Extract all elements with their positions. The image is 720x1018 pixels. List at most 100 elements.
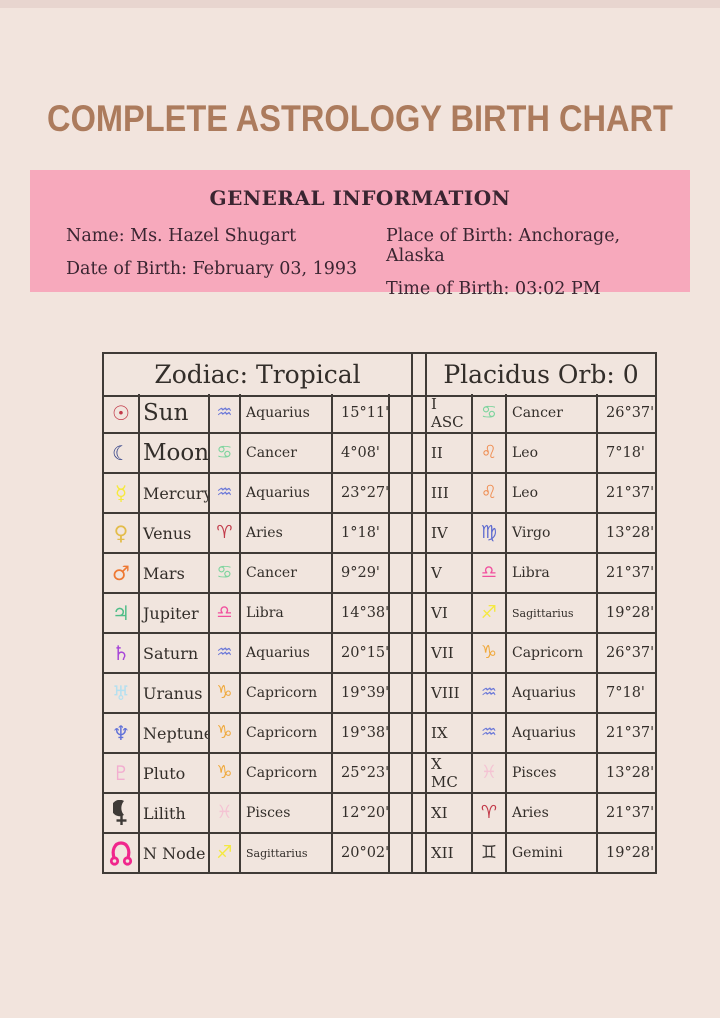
house-name: VII: [427, 634, 473, 674]
planet-sign-name: Cancer: [241, 434, 333, 474]
zodiac-trailing-cell: [390, 394, 413, 434]
planet-sign-icon-cell: ♑: [210, 714, 241, 754]
general-info-heading: GENERAL INFORMATION: [209, 186, 511, 210]
planet-sign-name: Aquarius: [241, 634, 333, 674]
zodiac-trailing-cell: [390, 794, 413, 834]
planet-name: Lilith: [140, 794, 210, 834]
house-degrees: 21°37': [598, 474, 657, 514]
zodiac-table-header: Zodiac: Tropical: [104, 354, 413, 397]
planet-sign-icon-cell: ♑: [210, 754, 241, 794]
nnode-icon: [109, 840, 133, 866]
planet-degrees: 15°11': [333, 394, 390, 434]
lilith-icon: [112, 800, 130, 826]
page-title: COMPLETE ASTROLOGY BIRTH CHART: [47, 98, 673, 139]
planet-degrees: 20°15': [333, 634, 390, 674]
table-spacer-cell: [413, 394, 427, 434]
planet-icon-cell: ♃: [104, 594, 140, 634]
house-name: III: [427, 474, 473, 514]
aquarius-icon: ♒: [480, 682, 498, 703]
table-spacer-cell: [413, 474, 427, 514]
planet-icon-cell: ☿: [104, 474, 140, 514]
zodiac-trailing-cell: [390, 714, 413, 754]
planet-sign-name: Pisces: [241, 794, 333, 834]
planet-sign-name: Capricorn: [241, 714, 333, 754]
cancer-icon: ♋: [480, 402, 498, 423]
planet-sign-icon-cell: ♐: [210, 834, 241, 874]
planet-icon-cell: [104, 794, 140, 834]
aquarius-icon: ♒: [216, 402, 233, 423]
planet-sign-icon-cell: ♋: [210, 554, 241, 594]
house-name: XII: [427, 834, 473, 874]
house-degrees: 13°28': [598, 754, 657, 794]
house-sign-icon-cell: ♑: [473, 634, 507, 674]
planet-degrees: 19°38': [333, 714, 390, 754]
aquarius-icon: ♒: [216, 642, 233, 663]
chart-grid: Zodiac: Tropical Placidus Orb: 0 ☉ Sun ♒ Aq…: [102, 352, 657, 874]
house-sign-icon-cell: ♋: [473, 394, 507, 434]
libra-icon: ♎: [480, 562, 498, 583]
house-sign-icon-cell: ♈: [473, 794, 507, 834]
table-spacer-cell: [413, 634, 427, 674]
house-name: II: [427, 434, 473, 474]
sagittarius-icon: ♐: [216, 842, 233, 863]
house-sign-icon-cell: ♊: [473, 834, 507, 874]
cancer-icon: ♋: [216, 562, 233, 583]
planet-degrees: 20°02': [333, 834, 390, 874]
virgo-icon: ♍: [480, 522, 498, 543]
planet-sign-icon-cell: ♈: [210, 514, 241, 554]
house-degrees: 7°18': [598, 434, 657, 474]
house-degrees: 21°37': [598, 554, 657, 594]
pluto-icon: ♇: [112, 761, 130, 785]
venus-icon: ♀: [113, 521, 129, 545]
planet-icon-cell: ☉: [104, 394, 140, 434]
house-sign-name: Gemini: [507, 834, 598, 874]
planet-name: N Node: [140, 834, 210, 874]
house-name: V: [427, 554, 473, 594]
planet-degrees: 23°27': [333, 474, 390, 514]
table-spacer-cell: [413, 514, 427, 554]
house-sign-name: Capricorn: [507, 634, 598, 674]
house-sign-icon-cell: ♓: [473, 754, 507, 794]
house-sign-icon-cell: ♍: [473, 514, 507, 554]
planet-icon-cell: ♅: [104, 674, 140, 714]
planet-degrees: 9°29': [333, 554, 390, 594]
house-name: IX: [427, 714, 473, 754]
planet-sign-icon-cell: ♑: [210, 674, 241, 714]
cancer-icon: ♋: [216, 442, 233, 463]
table-spacer-cell: [413, 714, 427, 754]
planet-name: Moon: [140, 434, 210, 474]
house-sign-name: Leo: [507, 434, 598, 474]
neptune-icon: ♆: [112, 721, 130, 745]
capricorn-icon: ♑: [480, 642, 498, 663]
table-spacer-cell: [413, 554, 427, 594]
mars-icon: ♂: [112, 561, 130, 585]
planet-icon-cell: [104, 834, 140, 874]
moon-icon: ☾: [112, 441, 130, 465]
house-degrees: 7°18': [598, 674, 657, 714]
planet-name: Jupiter: [140, 594, 210, 634]
house-degrees: 21°37': [598, 714, 657, 754]
aries-icon: ♈: [216, 522, 233, 543]
house-degrees: 21°37': [598, 794, 657, 834]
planet-name: Pluto: [140, 754, 210, 794]
house-sign-icon-cell: ♐: [473, 594, 507, 634]
general-info-column-left: Name: Ms. Hazel Shugart Date of Birth: Fe…: [48, 226, 386, 299]
planet-sign-icon-cell: ♒: [210, 394, 241, 434]
mercury-icon: ☿: [114, 481, 128, 505]
info-field-place-of-birth: Place of Birth: Anchorage, Alaska: [386, 226, 621, 266]
planet-sign-name: Capricorn: [241, 754, 333, 794]
planet-sign-name: Aquarius: [241, 394, 333, 434]
planet-sign-icon-cell: ♋: [210, 434, 241, 474]
planet-sign-icon-cell: ♒: [210, 634, 241, 674]
house-sign-icon-cell: ♒: [473, 674, 507, 714]
planet-sign-icon-cell: ♒: [210, 474, 241, 514]
saturn-icon: ♄: [112, 641, 130, 665]
house-sign-name: Aquarius: [507, 674, 598, 714]
planet-name: Neptune: [140, 714, 210, 754]
planet-icon-cell: ☾: [104, 434, 140, 474]
table-spacer-cell: [413, 434, 427, 474]
sagittarius-icon: ♐: [480, 602, 498, 623]
zodiac-trailing-cell: [390, 554, 413, 594]
zodiac-trailing-cell: [390, 754, 413, 794]
planet-icon-cell: ♄: [104, 634, 140, 674]
